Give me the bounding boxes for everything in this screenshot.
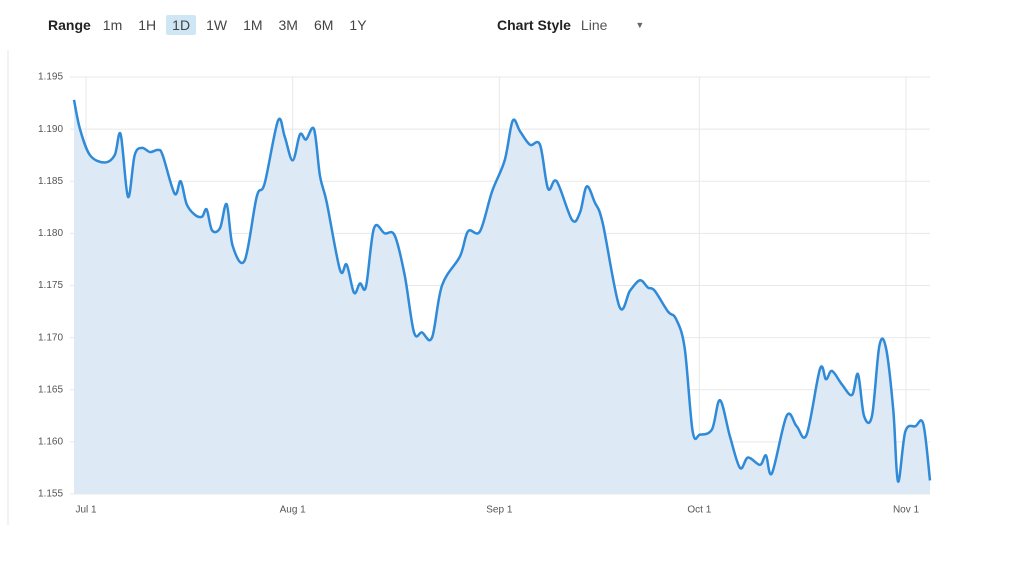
x-tick-label: Jul 1: [75, 505, 97, 516]
range-option[interactable]: 1M: [243, 17, 263, 33]
chart-style-label: Chart Style: [497, 17, 571, 33]
range-option[interactable]: 6M: [313, 17, 334, 33]
chart-style-value[interactable]: Line: [580, 17, 608, 33]
chart: 1.155 1.160 1.165 1.170 1.175 1.180 1.185 1.190…: [7, 50, 932, 525]
y-tick-label: 1.160: [38, 437, 63, 448]
range-option[interactable]: 3M: [278, 17, 298, 33]
price-line: [72, 99, 932, 483]
dropdown-caret[interactable]: ▼: [635, 20, 645, 30]
y-tick-label: 1.155: [38, 489, 63, 500]
y-tick-label: 1.170: [38, 332, 63, 343]
range-label: Range: [48, 17, 91, 33]
y-tick-label: 1.190: [38, 124, 63, 135]
x-tick-label: Aug 1: [280, 505, 307, 516]
x-tick-label: Nov 1: [893, 505, 920, 516]
x-tick-label: Sep 1: [486, 505, 513, 516]
y-tick-label: 1.195: [38, 72, 63, 83]
y-tick-label: 1.180: [38, 228, 63, 239]
x-tick-label: Oct 1: [687, 505, 711, 516]
range-option[interactable]: 1Y: [349, 17, 367, 33]
range-option[interactable]: 1D: [166, 15, 197, 35]
y-tick-label: 1.175: [38, 280, 63, 291]
range-toolbar: Range 1m 1H 1D 1W 1M 3M 6M 1Y: [48, 13, 377, 37]
range-option[interactable]: 1W: [206, 17, 228, 33]
chart-style-control[interactable]: Chart Style Line ▼: [497, 13, 644, 37]
page: Range 1m 1H 1D 1W 1M 3M 6M 1Y Chart Style Line …: [7, 13, 932, 525]
area-fill: [74, 99, 930, 494]
y-tick-label: 1.165: [38, 384, 63, 395]
range-option[interactable]: 1H: [138, 17, 157, 33]
y-tick-label: 1.185: [38, 176, 63, 187]
range-option[interactable]: 1m: [102, 17, 123, 33]
